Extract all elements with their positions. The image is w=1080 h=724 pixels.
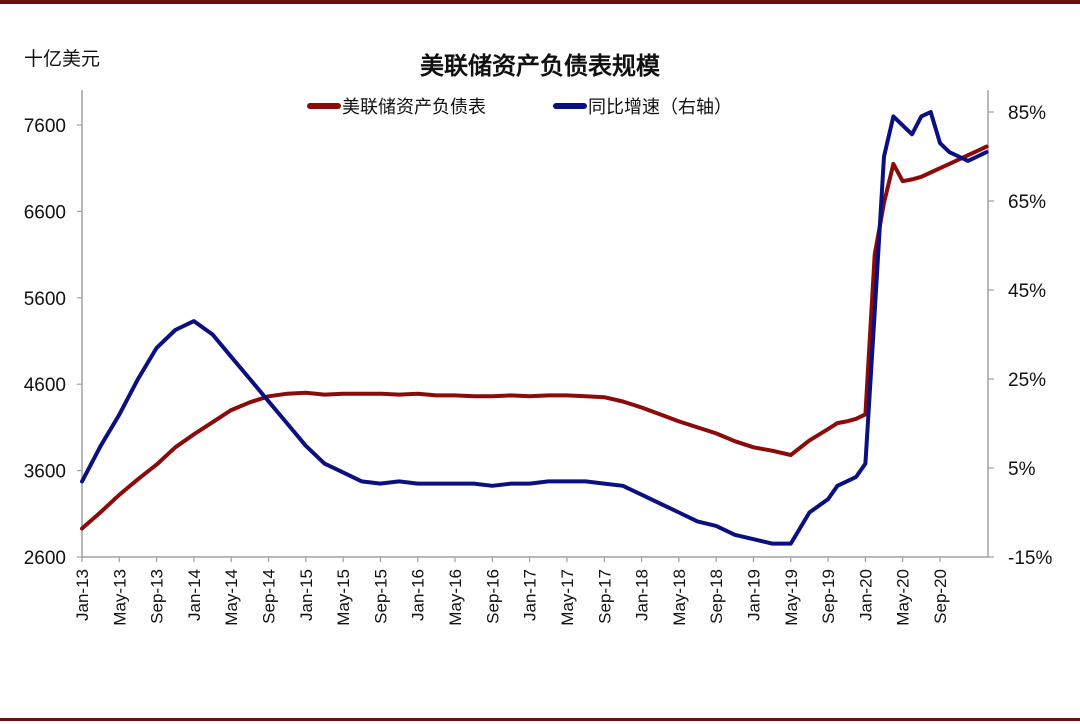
x-tick-label: May-16 [446,569,465,626]
left-tick-label: 2600 [24,548,66,569]
x-tick-label: Jan-20 [856,569,875,621]
series-balance-sheet-line [80,144,989,531]
chart-title: 美联储资产负债表规模 [420,51,660,80]
axes: 2600 3600 4600 5600 6600 7600 -15% 5% 25% 45% 65% 8… [24,90,1052,626]
plot-area [80,110,989,546]
top-rule [0,0,1080,4]
x-tick-label: Sep-15 [371,569,390,624]
x-tick-label: Jan-16 [409,569,428,621]
x-tick-label: Sep-18 [707,569,726,624]
legend-label: 美联储资产负债表 [342,97,486,118]
left-tick-label: 3600 [24,462,66,483]
right-tick-label: -15% [1008,548,1052,569]
x-tick-label: May-15 [334,569,353,626]
left-tick-label: 7600 [24,116,66,137]
right-tick-label: 85% [1008,103,1046,124]
x-tick-label: Jan-15 [297,569,316,621]
x-tick-label: Sep-13 [148,569,167,624]
x-tick-label: Jan-18 [633,569,652,621]
x-tick-label: Sep-14 [260,569,279,624]
x-tick-label: May-14 [222,569,241,626]
series-yoy-growth-line [80,110,989,546]
x-tick-label: May-17 [558,569,577,626]
left-tick-label: 4600 [24,375,66,396]
bottom-rule [0,718,1080,721]
x-tick-label: Jan-19 [744,569,763,621]
x-tick-label: Jan-17 [521,569,540,621]
legend-label: 同比增速（右轴） [588,97,732,118]
x-tick-label: May-13 [110,569,129,626]
legend-item-yoy-growth: 同比增速（右轴） [553,97,732,118]
x-tick-label: May-18 [670,569,689,626]
left-tick-label: 5600 [24,289,66,310]
x-tick-label: May-20 [894,569,913,626]
right-tick-label: 25% [1008,370,1046,391]
left-tick-label: 6600 [24,202,66,223]
right-tick-label: 45% [1008,281,1046,302]
legend-item-balance-sheet: 美联储资产负债表 [307,97,486,118]
x-tick-label: Sep-17 [595,569,614,624]
x-tick-label: Jan-13 [73,569,92,621]
x-tick-label: Sep-16 [483,569,502,624]
x-tick-label: Jan-14 [185,569,204,621]
legend: 美联储资产负债表 同比增速（右轴） [307,97,732,118]
right-tick-label: 65% [1008,192,1046,213]
y-axis-unit-label: 十亿美元 [24,48,101,70]
x-tick-label: May-19 [782,569,801,626]
x-tick-label: Sep-19 [819,569,838,624]
x-tick-label: Sep-20 [931,569,950,624]
right-tick-label: 5% [1008,459,1036,480]
